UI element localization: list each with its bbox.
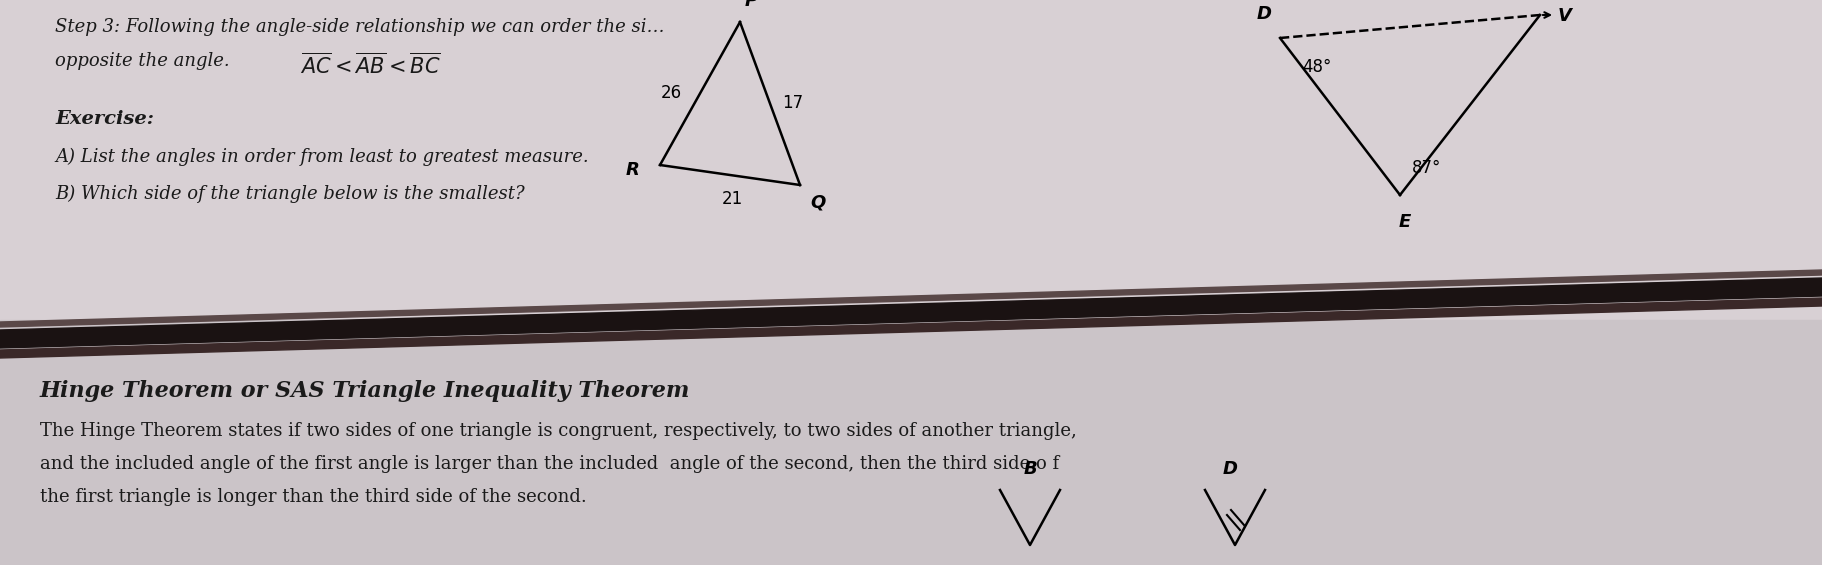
Text: 48°: 48° [1303,58,1332,76]
Text: 17: 17 [782,94,804,112]
Text: opposite the angle.: opposite the angle. [55,52,230,70]
Bar [0,0,1822,320]
Text: B: B [1024,460,1037,478]
Text: 21: 21 [722,190,743,208]
Text: R: R [627,161,640,179]
Text: and the included angle of the first angle is larger than the included  angle of : and the included angle of the first angl… [40,455,1059,473]
Polygon shape [0,298,1822,358]
Text: Q: Q [811,193,825,211]
Text: Exercise:: Exercise: [55,110,155,128]
Text: E: E [1399,213,1410,231]
Text: D: D [1257,5,1272,23]
Text: A) List the angles in order from least to greatest measure.: A) List the angles in order from least t… [55,148,589,166]
Polygon shape [0,278,1822,348]
Text: 26: 26 [661,85,681,102]
Bar [0,320,1822,565]
Text: the first triangle is longer than the third side of the second.: the first triangle is longer than the th… [40,488,587,506]
Text: B) Which side of the triangle below is the smallest?: B) Which side of the triangle below is t… [55,185,525,203]
Text: $\overline{AC} < \overline{AB} < \overline{BC}$: $\overline{AC} < \overline{AB} < \overli… [301,52,441,77]
Text: V: V [1558,7,1572,25]
Polygon shape [0,270,1822,327]
Text: 87°: 87° [1412,159,1441,177]
Text: Hinge Theorem or SAS Triangle Inequality Theorem: Hinge Theorem or SAS Triangle Inequality… [40,380,691,402]
Text: D: D [1223,460,1237,478]
Text: The Hinge Theorem states if two sides of one triangle is congruent, respectively: The Hinge Theorem states if two sides of… [40,422,1077,440]
Text: P: P [745,0,758,10]
Text: Step 3: Following the angle-side relationship we can order the si…: Step 3: Following the angle-side relatio… [55,18,665,36]
